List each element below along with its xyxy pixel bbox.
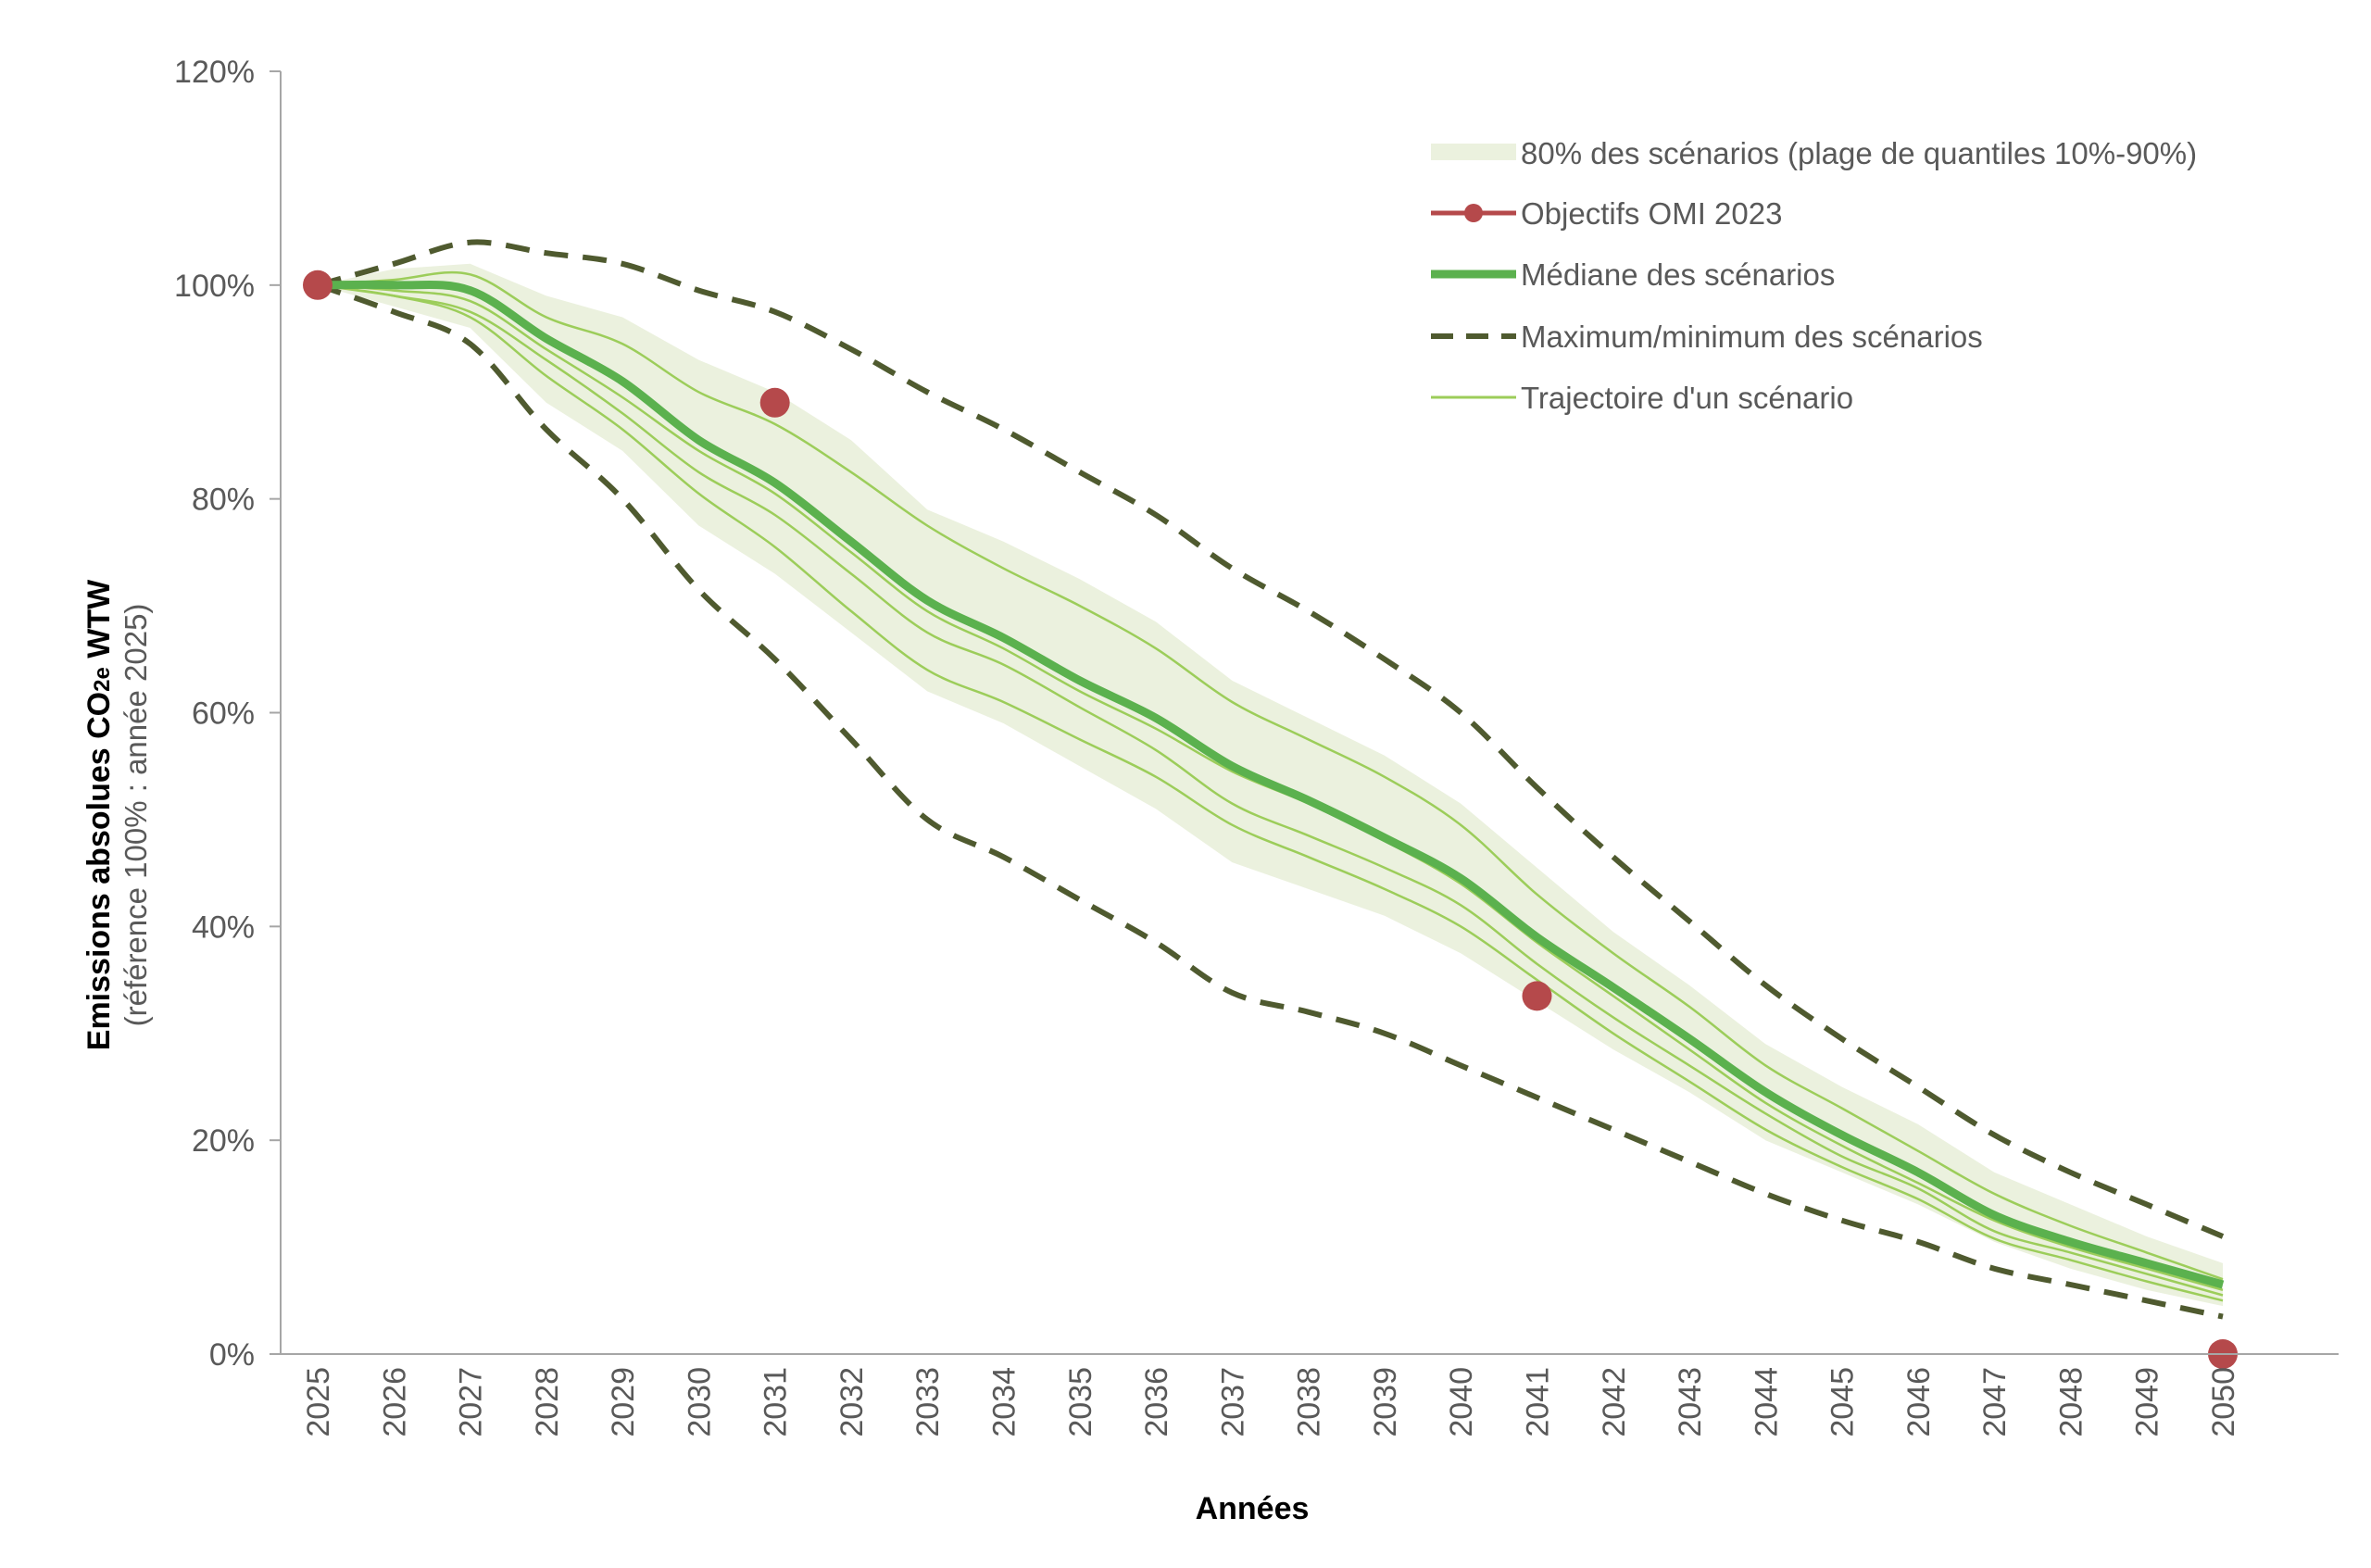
scenario-line-3 [317, 283, 2224, 1297]
x-tick-label: 2038 [1292, 1367, 1327, 1437]
x-tick-label: 2039 [1368, 1367, 1403, 1437]
target-point-2041 [1522, 981, 1552, 1011]
legend-label-targets: Objectifs OMI 2023 [1521, 196, 1782, 231]
x-tick-label: 2043 [1673, 1367, 1708, 1437]
y-axis: 0% 20% 40% 60% 80% 100% 120% [174, 55, 282, 1373]
x-tick-label: 2030 [682, 1367, 717, 1437]
y-tick-label: 60% [192, 696, 255, 732]
minmax-lines [317, 239, 2225, 1320]
x-tick-label: 2041 [1521, 1367, 1556, 1437]
legend-label-minmax: Maximum/minimum des scénarios [1521, 320, 1983, 354]
legend-label-band: 80% des scénarios (plage de quantiles 10… [1521, 136, 2197, 170]
x-axis: 2025 2026 2027 2028 2029 2030 2031 2032 2033 2034… [281, 1353, 2339, 1437]
y-tick-label: 120% [174, 55, 255, 90]
target-point-2031 [759, 387, 790, 418]
y-tick-label: 100% [174, 269, 255, 304]
legend-band-swatch [1431, 144, 1516, 160]
x-tick-label: 2034 [987, 1367, 1022, 1437]
plot-area [303, 239, 2238, 1369]
x-ticks: 2025 2026 2027 2028 2029 2030 2031 2032 2033 2034… [301, 1367, 2241, 1437]
median-line [317, 280, 2225, 1289]
min-line [317, 282, 2224, 1320]
y-axis-note: (référence 100% : année 2025) [119, 604, 153, 1027]
y-ticks: 0% 20% 40% 60% 80% 100% 120% [174, 55, 281, 1373]
x-tick-label: 2049 [2130, 1367, 2165, 1437]
x-tick-label: 2026 [377, 1367, 412, 1437]
x-tick-label: 2048 [2053, 1367, 2089, 1437]
x-tick-label: 2029 [606, 1367, 641, 1437]
y-axis-title-subscript: 2e [90, 667, 115, 692]
legend-label-median: Médiane des scénarios [1521, 257, 1835, 292]
x-tick-label: 2032 [834, 1367, 870, 1437]
scenario-line-1 [317, 270, 2224, 1281]
y-tick-label: 20% [192, 1123, 255, 1159]
y-axis-title-end: WTW [82, 579, 117, 667]
y-tick-label: 40% [192, 909, 255, 945]
x-tick-label: 2031 [759, 1367, 794, 1437]
x-tick-label: 2044 [1749, 1367, 1784, 1437]
x-tick-label: 2035 [1063, 1367, 1098, 1437]
x-tick-label: 2042 [1597, 1367, 1632, 1437]
x-tick-label: 2037 [1215, 1367, 1250, 1437]
x-tick-label: 2050 [2206, 1367, 2241, 1437]
x-axis-title: Années [1196, 1491, 1310, 1526]
x-tick-label: 2046 [1901, 1367, 1937, 1437]
y-axis-title: Emissions absolues CO2e WTW (référence 1… [82, 579, 153, 1050]
scenario-line-4 [317, 283, 2224, 1302]
svg-text:Emissions absolues CO2e WTW: Emissions absolues CO2e WTW [82, 579, 117, 1050]
x-tick-label: 2036 [1139, 1367, 1174, 1437]
y-axis-title-main: Emissions absolues CO [82, 692, 117, 1050]
x-tick-label: 2033 [910, 1367, 946, 1437]
max-line [317, 239, 2225, 1239]
y-tick-label: 0% [209, 1337, 255, 1373]
legend-label-scenario: Trajectoire d'un scénario [1521, 381, 1853, 415]
x-tick-label: 2025 [301, 1367, 336, 1437]
x-tick-label: 2040 [1444, 1367, 1479, 1437]
y-tick-label: 80% [192, 483, 255, 518]
x-tick-label: 2045 [1825, 1367, 1861, 1437]
x-tick-label: 2027 [454, 1367, 489, 1437]
target-point-2025 [303, 270, 332, 300]
legend-target-marker [1464, 204, 1483, 222]
legend: 80% des scénarios (plage de quantiles 10… [1431, 136, 2197, 415]
x-tick-label: 2047 [1977, 1367, 2013, 1437]
x-tick-label: 2028 [530, 1367, 565, 1437]
